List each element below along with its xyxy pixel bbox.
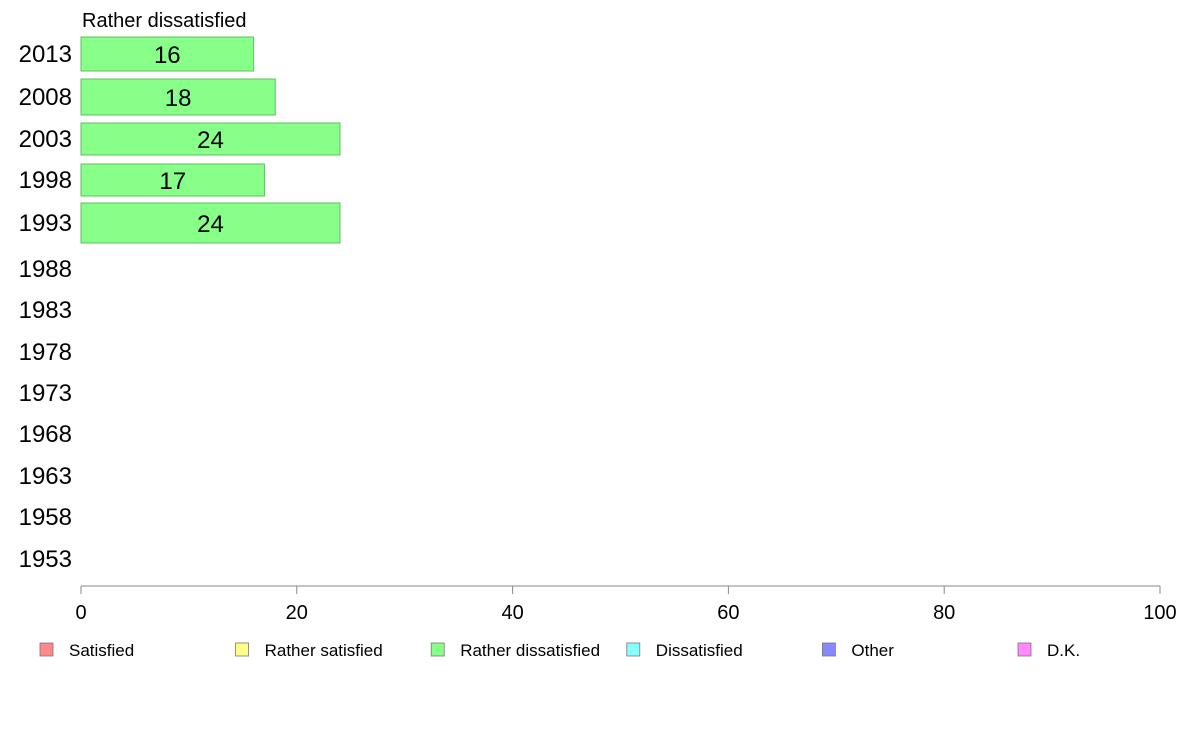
x-axis: 0 20 40 60 80 100 xyxy=(75,585,1177,624)
bar xyxy=(80,202,341,244)
bar-value-label: 24 xyxy=(197,211,224,238)
bar-value-label: 24 xyxy=(197,127,224,154)
year-label: 2003 xyxy=(19,126,72,153)
year-label: 1983 xyxy=(19,297,72,324)
legend-swatch xyxy=(626,642,641,657)
bar xyxy=(80,36,255,72)
legend-label: Rather satisfied xyxy=(265,641,383,660)
legend-swatch xyxy=(235,642,250,657)
year-label: 1973 xyxy=(19,380,72,407)
year-label: 2008 xyxy=(19,84,72,111)
year-label: 1963 xyxy=(19,463,72,490)
year-label: 1978 xyxy=(19,339,72,366)
year-label: 1968 xyxy=(19,421,72,448)
x-tick-label: 0 xyxy=(75,602,86,624)
year-labels: 2013 2008 2003 1998 1993 1988 1983 1978 1973 1968… xyxy=(19,41,72,573)
x-tick-label: 20 xyxy=(286,602,308,624)
legend-item: Other xyxy=(822,641,894,660)
legend: Satisfied Rather satisfied Rather dissatis… xyxy=(39,641,1080,660)
legend-label: Satisfied xyxy=(69,641,134,660)
year-label: 1998 xyxy=(19,167,72,194)
legend-item: Dissatisfied xyxy=(626,641,743,660)
year-label: 1953 xyxy=(19,546,72,573)
x-tick-label: 60 xyxy=(717,602,739,624)
bar-value-label: 17 xyxy=(159,168,186,195)
bar xyxy=(80,122,341,156)
legend-swatch xyxy=(1017,642,1032,657)
legend-item: Satisfied xyxy=(39,641,134,660)
legend-label: Dissatisfied xyxy=(656,641,743,660)
year-label: 1993 xyxy=(19,210,72,237)
bar xyxy=(80,163,265,197)
x-tick-label: 80 xyxy=(933,602,955,624)
chart-title: Rather dissatisfied xyxy=(82,10,247,32)
legend-label: Other xyxy=(851,641,894,660)
legend-label: D.K. xyxy=(1047,641,1080,660)
x-tick-label: 40 xyxy=(501,602,523,624)
legend-item: D.K. xyxy=(1017,641,1080,660)
bar-value-label: 16 xyxy=(154,42,181,69)
legend-swatch xyxy=(822,642,836,657)
bar-value-label: 18 xyxy=(165,85,192,112)
legend-swatch xyxy=(430,642,445,657)
year-label: 1988 xyxy=(19,256,72,283)
legend-item: Rather dissatisfied xyxy=(430,641,600,660)
year-label: 2013 xyxy=(19,41,72,68)
year-label: 1958 xyxy=(19,504,72,531)
legend-label: Rather dissatisfied xyxy=(460,641,600,660)
x-tick-label: 100 xyxy=(1143,602,1176,624)
legend-item: Rather satisfied xyxy=(235,641,383,660)
bar xyxy=(80,78,276,116)
legend-swatch xyxy=(39,642,54,657)
